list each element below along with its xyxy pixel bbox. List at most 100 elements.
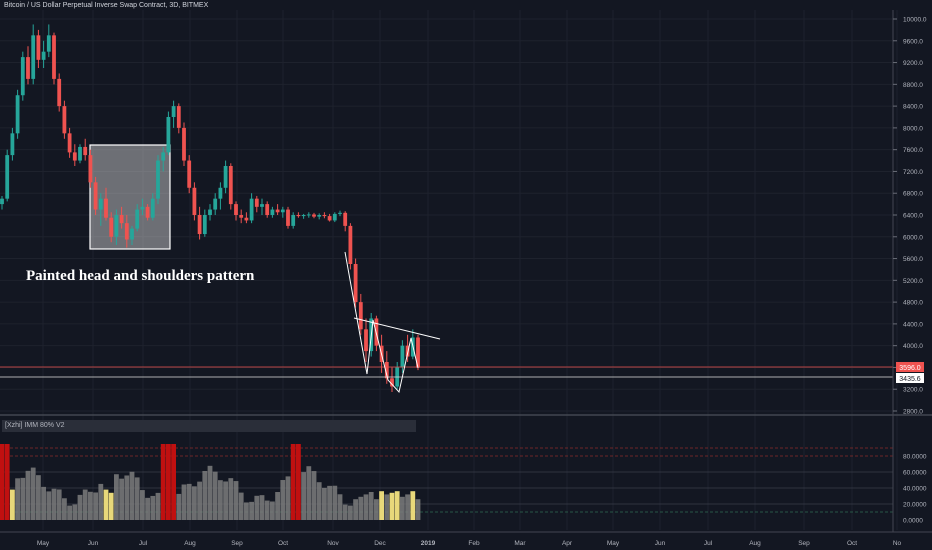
indicator-bar bbox=[285, 476, 291, 520]
indicator-axis-label: 0.0000 bbox=[903, 518, 923, 525]
price-tag-line: 3435.6 bbox=[896, 373, 924, 383]
candle bbox=[176, 103, 181, 134]
candle bbox=[119, 206, 124, 229]
candle bbox=[93, 176, 98, 215]
indicator-bar bbox=[82, 489, 88, 520]
indicator-bar bbox=[197, 481, 202, 520]
indicator-bar bbox=[46, 491, 52, 520]
time-axis-label: Mar bbox=[514, 540, 526, 547]
candle bbox=[182, 122, 186, 166]
candle bbox=[187, 155, 192, 194]
indicator-bar bbox=[166, 444, 171, 520]
indicator-bar bbox=[124, 475, 130, 520]
indicator-bar bbox=[77, 494, 83, 520]
pattern-annotation: Painted head and shoulders pattern bbox=[26, 268, 255, 284]
time-axis-label: May bbox=[607, 540, 620, 547]
indicator-bar bbox=[415, 499, 421, 520]
indicator-bar bbox=[176, 493, 182, 520]
indicator-bar bbox=[384, 494, 390, 520]
candle bbox=[52, 32, 56, 85]
indicator-bar bbox=[280, 480, 286, 520]
candle bbox=[31, 24, 36, 85]
indicator-axis-label: 80.0000 bbox=[903, 454, 927, 461]
candle bbox=[228, 163, 233, 210]
candle bbox=[161, 146, 166, 172]
time-axis-label: 2019 bbox=[421, 540, 436, 547]
candle bbox=[197, 206, 202, 240]
time-axis-label: Aug bbox=[184, 540, 196, 547]
candle bbox=[135, 204, 140, 232]
candle bbox=[213, 193, 218, 215]
candle bbox=[72, 144, 77, 166]
time-axis-label: May bbox=[37, 540, 50, 547]
candle bbox=[15, 89, 20, 139]
indicator-legend[interactable]: [Xzhi] IMM 80% V2 bbox=[2, 420, 416, 432]
indicator-bar bbox=[363, 494, 369, 520]
indicator-bar bbox=[275, 492, 280, 520]
candle bbox=[286, 206, 290, 229]
candle bbox=[353, 258, 358, 308]
candle bbox=[280, 206, 285, 218]
price-axis-label: 4000.0 bbox=[903, 343, 923, 350]
indicator-bar bbox=[88, 491, 93, 520]
indicator-bar bbox=[160, 444, 166, 520]
indicator-bar bbox=[332, 485, 338, 520]
candle bbox=[301, 213, 306, 219]
candle bbox=[234, 201, 238, 221]
candle bbox=[265, 201, 270, 218]
candle bbox=[390, 367, 394, 392]
indicator-bar bbox=[301, 472, 306, 520]
indicator-bar bbox=[233, 481, 239, 520]
indicator-bar bbox=[400, 496, 405, 520]
price-tag-line-text: 3435.6 bbox=[899, 376, 921, 383]
indicator-bar bbox=[192, 486, 197, 520]
price-axis[interactable]: 10000.0 9600.0 9200.0 8800.0 8400.0 8000.0 760… bbox=[892, 10, 927, 416]
candle bbox=[327, 213, 332, 222]
candle bbox=[124, 215, 129, 248]
time-axis[interactable]: May Jun Jul Aug Sep Oct Nov Dec 2019 Feb Mar Apr May… bbox=[0, 531, 932, 547]
candle bbox=[98, 193, 103, 226]
indicator-axis-label: 40.0000 bbox=[903, 486, 927, 493]
indicator-bar bbox=[311, 471, 317, 520]
candle bbox=[338, 210, 342, 217]
indicator-bar bbox=[72, 504, 78, 520]
candle bbox=[416, 334, 420, 371]
indicator-bar bbox=[379, 491, 384, 520]
price-axis-label: 10000.0 bbox=[903, 17, 927, 24]
indicator-bar bbox=[316, 482, 322, 520]
indicator-bar bbox=[290, 444, 296, 520]
candle bbox=[78, 144, 82, 164]
indicator-bar bbox=[10, 489, 15, 520]
indicator-bar bbox=[353, 499, 358, 520]
indicator-bar bbox=[145, 497, 150, 520]
time-axis-label: Jun bbox=[88, 540, 99, 547]
indicator-axis[interactable]: 80.0000 60.0000 40.0000 20.0000 0.0000 bbox=[892, 415, 927, 532]
indicator-bar bbox=[322, 487, 327, 520]
candle bbox=[156, 155, 160, 205]
indicator-bar bbox=[62, 498, 67, 520]
price-axis-label: 7600.0 bbox=[903, 147, 923, 154]
time-axis-label: Nov bbox=[327, 540, 339, 547]
candle bbox=[130, 225, 134, 245]
indicator-axis-label: 20.0000 bbox=[903, 502, 927, 509]
price-axis-label: 4400.0 bbox=[903, 321, 923, 328]
candle bbox=[317, 213, 322, 220]
indicator-bar bbox=[254, 495, 260, 520]
candle bbox=[62, 100, 67, 139]
indicator-bar bbox=[405, 494, 410, 520]
price-tag-current: 3596.0 bbox=[896, 362, 924, 372]
indicator-bar bbox=[30, 467, 36, 520]
price-axis-label: 3200.0 bbox=[903, 387, 923, 394]
candle bbox=[109, 212, 114, 243]
candle bbox=[260, 198, 264, 215]
candle bbox=[358, 293, 363, 335]
candle bbox=[322, 212, 327, 219]
price-axis-label: 2800.0 bbox=[903, 409, 923, 416]
indicator-histogram bbox=[0, 444, 421, 520]
price-axis-label: 9600.0 bbox=[903, 38, 923, 45]
candle bbox=[208, 204, 212, 221]
indicator-bar bbox=[342, 504, 348, 520]
indicator-bar bbox=[394, 491, 400, 520]
indicator-bar bbox=[36, 475, 41, 520]
